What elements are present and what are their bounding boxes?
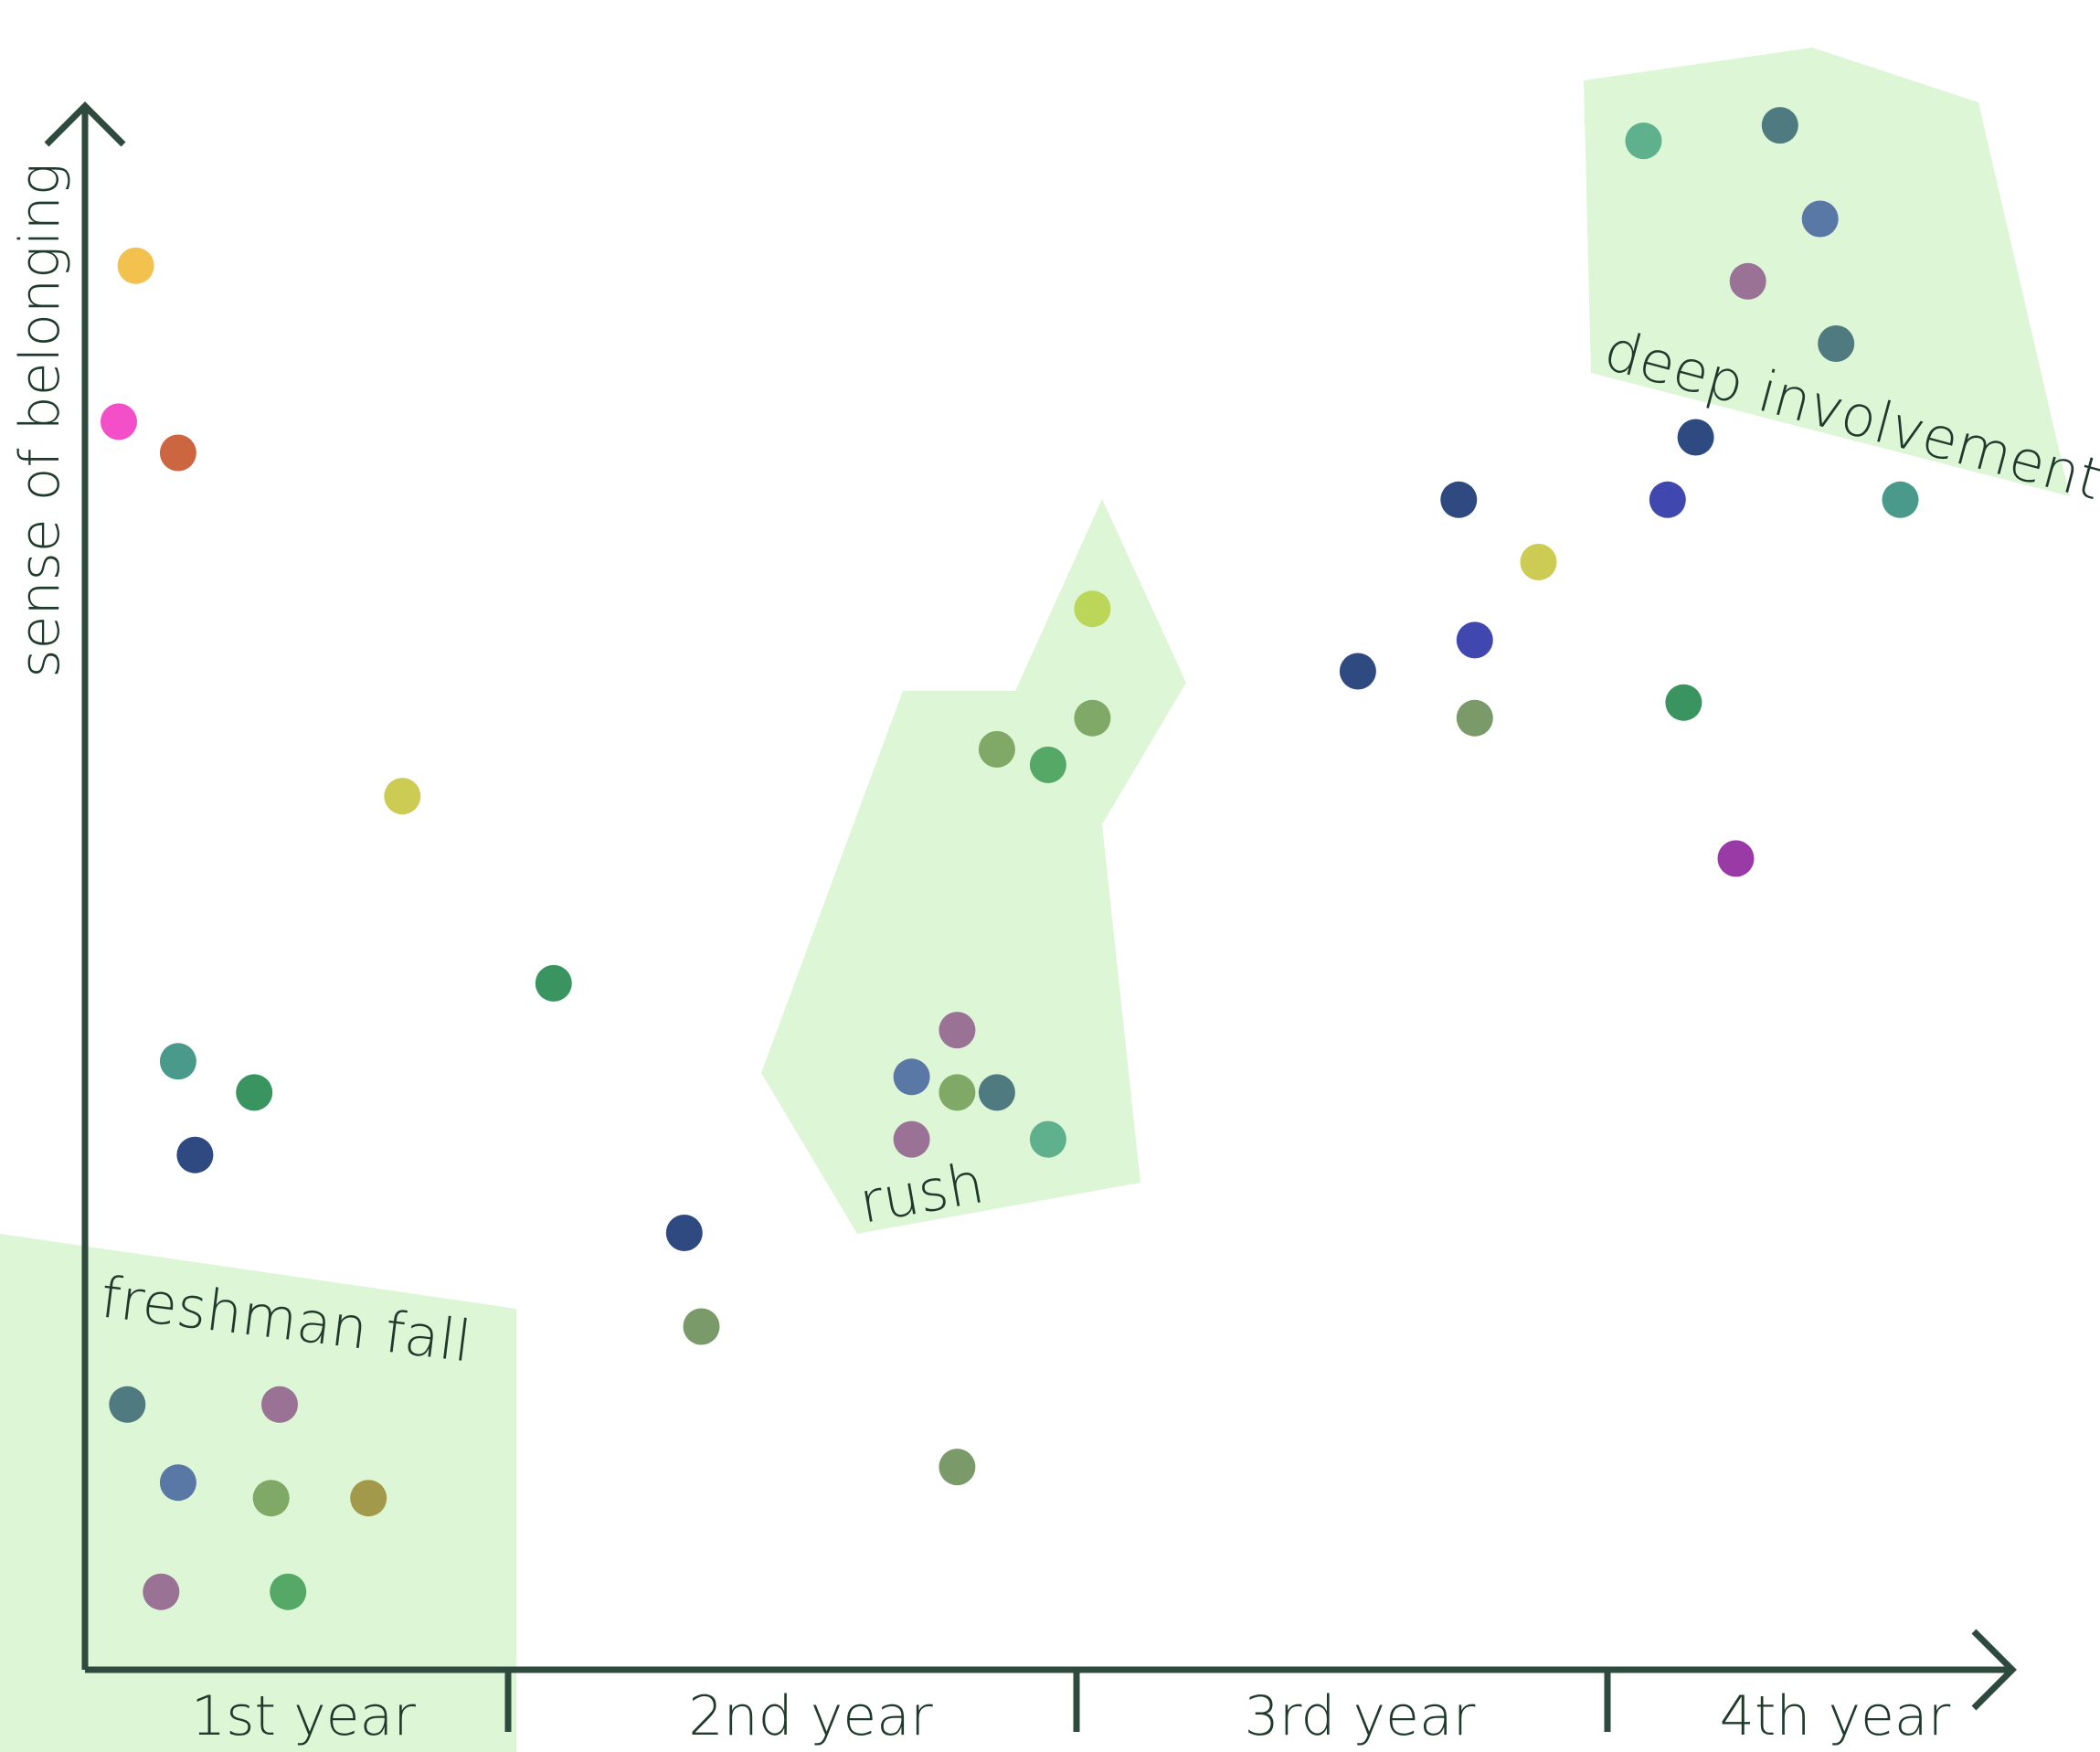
data-point (176, 1136, 214, 1173)
x-tick-label: 1st year (191, 1684, 416, 1748)
data-point (1677, 419, 1714, 456)
data-point (1074, 590, 1111, 628)
data-point (665, 1215, 703, 1251)
data-point (1649, 481, 1686, 518)
axes (44, 101, 2017, 1732)
data-point (939, 1012, 976, 1049)
data-point (236, 1074, 273, 1111)
y-axis-arrowhead (44, 101, 126, 147)
data-point (350, 1480, 387, 1517)
x-tick-label: 2nd year (688, 1684, 933, 1748)
data-point (117, 247, 154, 284)
region-rush (761, 499, 1186, 1234)
data-point (1761, 107, 1798, 144)
data-point (1029, 746, 1066, 783)
data-point (384, 778, 421, 815)
data-point (939, 1449, 976, 1486)
data-point (1339, 653, 1376, 690)
data-point (1074, 699, 1111, 737)
data-point (101, 403, 137, 441)
x-tick-label: 3rd year (1245, 1684, 1476, 1748)
data-point (1717, 840, 1755, 877)
data-point (683, 1308, 720, 1345)
data-point (535, 964, 572, 1002)
data-point (1882, 481, 1919, 518)
data-point (1029, 1120, 1066, 1158)
data-point (1801, 200, 1839, 238)
x-tick-label: 4th year (1720, 1684, 1951, 1748)
data-point (159, 434, 196, 472)
data-point (143, 1573, 180, 1610)
data-point (261, 1386, 298, 1423)
data-point (1818, 325, 1855, 362)
data-point (159, 1464, 196, 1502)
y-axis-label: sense of belonging (8, 163, 72, 677)
regions-layer (0, 48, 2070, 1752)
data-point (893, 1120, 930, 1158)
data-point (1665, 684, 1702, 721)
data-point (1520, 544, 1557, 580)
data-point (252, 1480, 290, 1517)
data-point (159, 1043, 196, 1080)
data-point (1456, 621, 1493, 659)
data-point (109, 1386, 146, 1423)
data-point (978, 1074, 1015, 1111)
data-point (939, 1074, 976, 1111)
data-point (893, 1058, 930, 1096)
region-deep-involvement (1584, 48, 2070, 496)
data-point (978, 730, 1015, 768)
data-point (1440, 481, 1478, 518)
data-point (1456, 699, 1493, 737)
data-point (270, 1573, 307, 1610)
data-point (1729, 262, 1766, 300)
points-layer (101, 107, 1919, 1610)
data-point (1625, 122, 1662, 160)
x-axis-arrowhead (1971, 1629, 2017, 1711)
